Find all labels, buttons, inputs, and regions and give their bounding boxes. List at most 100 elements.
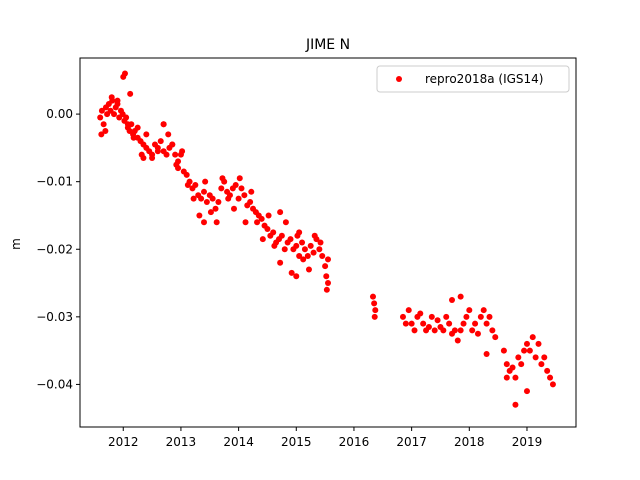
data-point [310, 249, 317, 256]
data-point [114, 97, 121, 104]
data-point [143, 131, 150, 138]
x-tick-label: 2012 [108, 435, 139, 449]
data-point [238, 185, 245, 192]
data-point [140, 155, 147, 162]
data-point [371, 313, 378, 320]
data-point [474, 330, 481, 337]
data-point [219, 175, 226, 182]
data-points-layer [97, 70, 556, 408]
data-point [278, 232, 285, 239]
data-point [512, 401, 519, 408]
data-point [322, 263, 329, 270]
y-tick-label: −0.04 [36, 377, 73, 391]
data-point [405, 307, 412, 314]
data-point [111, 111, 118, 118]
data-point [417, 310, 424, 317]
legend-marker [396, 76, 402, 82]
data-point [165, 131, 172, 138]
data-point [293, 273, 300, 280]
data-point [242, 219, 249, 226]
data-point [218, 185, 225, 192]
data-point [503, 361, 510, 368]
data-point [190, 195, 197, 202]
data-point [472, 320, 479, 327]
data-point [425, 323, 432, 330]
data-point [469, 327, 476, 334]
data-point [209, 195, 216, 202]
data-point [523, 340, 530, 347]
data-point [201, 188, 207, 195]
data-point [319, 253, 326, 260]
data-point [372, 307, 379, 314]
data-point [463, 313, 470, 320]
data-point [477, 313, 484, 320]
y-tick-label: −0.02 [36, 242, 73, 256]
data-point [466, 307, 473, 314]
data-point [213, 219, 220, 226]
data-point [258, 215, 265, 222]
y-tick-label: 0.00 [46, 107, 73, 121]
data-point [130, 134, 137, 141]
data-point [547, 374, 554, 381]
data-point [215, 198, 222, 205]
data-point [411, 327, 418, 334]
plot-area-frame [79, 57, 577, 428]
data-point [538, 361, 545, 368]
data-point [457, 293, 464, 300]
data-point [296, 229, 303, 236]
data-point [434, 317, 441, 324]
data-point [301, 246, 308, 253]
data-point [149, 155, 156, 162]
data-point [449, 296, 455, 303]
data-point [281, 246, 288, 253]
data-point [282, 219, 289, 226]
legend-label: repro2018a (IGS14) [425, 72, 543, 86]
x-tick-label: 2016 [339, 435, 370, 449]
data-point [207, 209, 214, 216]
data-point [307, 242, 314, 249]
data-point [154, 148, 161, 155]
data-point [369, 293, 376, 300]
data-point [399, 313, 406, 320]
data-point [127, 90, 134, 97]
data-point [232, 182, 239, 189]
data-point [408, 320, 415, 327]
data-point [100, 121, 107, 128]
data-point [515, 354, 522, 361]
data-point [271, 242, 278, 249]
data-point [492, 334, 499, 341]
data-point [202, 178, 209, 185]
x-tick-label: 2018 [454, 435, 485, 449]
data-point [157, 138, 164, 145]
data-point [420, 320, 427, 327]
data-point [500, 347, 507, 354]
data-point [402, 320, 409, 327]
data-point [175, 165, 182, 172]
data-point [254, 219, 261, 226]
data-point [549, 381, 556, 388]
data-point [196, 212, 203, 219]
data-point [325, 256, 331, 263]
data-point [288, 269, 295, 276]
data-point [102, 127, 109, 134]
data-point [526, 347, 533, 354]
data-point [102, 104, 109, 111]
data-point [212, 205, 219, 212]
data-point [287, 236, 294, 243]
data-point [198, 195, 205, 202]
data-point [317, 239, 324, 246]
data-point [523, 388, 530, 395]
data-point [323, 273, 330, 280]
data-point [241, 192, 248, 199]
data-point [300, 256, 307, 263]
data-point [544, 367, 551, 374]
legend: repro2018a (IGS14) [376, 65, 570, 93]
data-point [160, 121, 167, 128]
data-point [454, 337, 461, 344]
data-point [172, 151, 179, 158]
data-point [535, 340, 542, 347]
data-point [325, 280, 331, 287]
data-point [296, 253, 303, 260]
data-point [121, 70, 128, 77]
data-point [443, 313, 450, 320]
